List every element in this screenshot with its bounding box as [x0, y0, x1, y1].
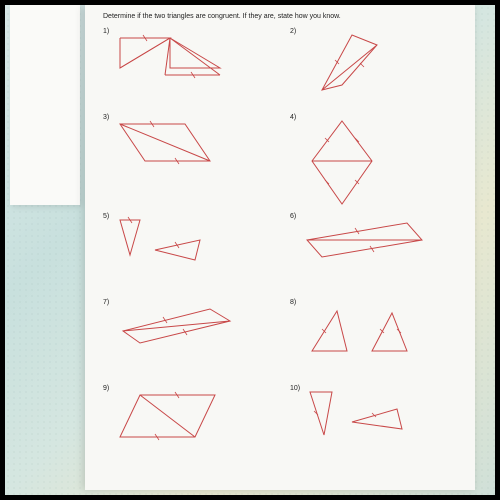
problem-number: 7) — [103, 299, 109, 306]
triangle-figure — [115, 301, 255, 346]
problem-number: 5) — [103, 213, 109, 220]
problem-8: 8) — [290, 299, 457, 381]
problem-number: 10) — [290, 385, 300, 392]
triangle-figure — [302, 30, 412, 105]
problem-grid: 1) 2) — [103, 28, 457, 467]
problem-number: 3) — [103, 114, 109, 121]
problem-2: 2) — [290, 28, 457, 110]
problem-10: 10) — [290, 385, 457, 467]
triangle-figure — [115, 116, 245, 176]
problem-7: 7) — [103, 299, 270, 381]
problem-9: 9) — [103, 385, 270, 467]
instruction-text: Determine if the two triangles are congr… — [103, 13, 457, 20]
problem-5: 5) — [103, 213, 270, 295]
problem-number: 1) — [103, 28, 109, 35]
triangle-figure — [302, 215, 442, 260]
worksheet-content: Determine if the two triangles are congr… — [85, 5, 475, 475]
problem-1: 1) — [103, 28, 270, 110]
problem-number: 2) — [290, 28, 296, 35]
problem-number: 8) — [290, 299, 296, 306]
triangle-figure — [115, 387, 245, 447]
triangle-figure — [115, 30, 245, 100]
triangle-figure — [302, 387, 442, 442]
side-thumbnail — [10, 5, 80, 205]
problem-number: 4) — [290, 114, 296, 121]
problem-3: 3) — [103, 114, 270, 196]
problem-number: 6) — [290, 213, 296, 220]
problem-number: 9) — [103, 385, 109, 392]
worksheet-page: Determine if the two triangles are congr… — [85, 5, 475, 490]
photo-frame: Determine if the two triangles are congr… — [5, 5, 495, 495]
triangle-figure — [115, 215, 245, 270]
triangle-figure — [302, 301, 442, 361]
problem-6: 6) — [290, 213, 457, 295]
problem-4: 4) — [290, 114, 457, 209]
triangle-figure — [302, 116, 402, 211]
